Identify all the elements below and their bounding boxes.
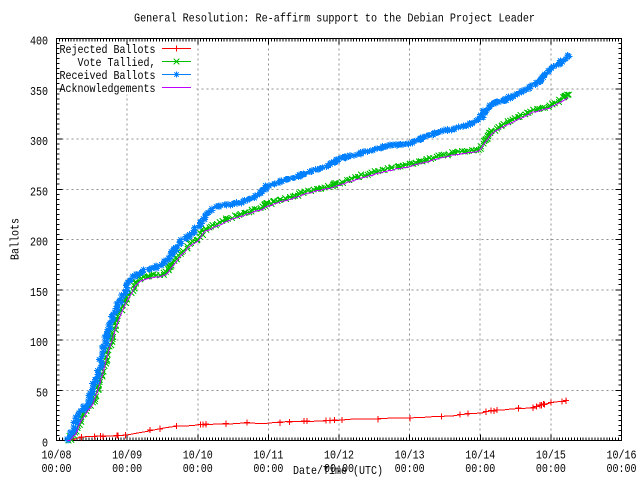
svg-text:00:00: 00:00 [607,462,637,476]
svg-text:00:00: 00:00 [395,462,425,476]
svg-text:00:00: 00:00 [324,462,354,476]
svg-text:10/08: 10/08 [42,449,72,463]
svg-text:10/09: 10/09 [112,449,142,463]
svg-text:400: 400 [30,35,48,49]
svg-text:Vote Tallied,: Vote Tallied, [78,56,156,70]
svg-text:200: 200 [30,236,48,250]
svg-text:00:00: 00:00 [183,462,213,476]
svg-text:00:00: 00:00 [112,462,142,476]
svg-text:0: 0 [42,437,48,451]
svg-text:10/11: 10/11 [253,449,283,463]
svg-text:General Resolution: Re-affirm: General Resolution: Re-affirm support to… [134,12,535,26]
svg-text:10/14: 10/14 [465,449,495,463]
svg-text:00:00: 00:00 [253,462,283,476]
svg-text:10/15: 10/15 [536,449,566,463]
svg-text:350: 350 [30,85,48,99]
svg-text:250: 250 [30,185,48,199]
svg-text:Acknowledgements: Acknowledgements [60,82,156,96]
svg-text:00:00: 00:00 [536,462,566,476]
svg-text:10/10: 10/10 [183,449,213,463]
svg-text:50: 50 [36,386,48,400]
svg-text:Ballots: Ballots [9,218,23,260]
svg-text:150: 150 [30,286,48,300]
svg-text:00:00: 00:00 [465,462,495,476]
svg-text:Date/Time (UTC): Date/Time (UTC) [293,464,383,478]
svg-text:Received Ballots: Received Ballots [60,69,156,83]
svg-text:00:00: 00:00 [42,462,72,476]
svg-text:100: 100 [30,336,48,350]
svg-text:10/13: 10/13 [395,449,425,463]
svg-text:300: 300 [30,135,48,149]
svg-text:10/16: 10/16 [607,449,637,463]
svg-text:10/12: 10/12 [324,449,354,463]
svg-text:Rejected Ballots: Rejected Ballots [60,43,156,57]
